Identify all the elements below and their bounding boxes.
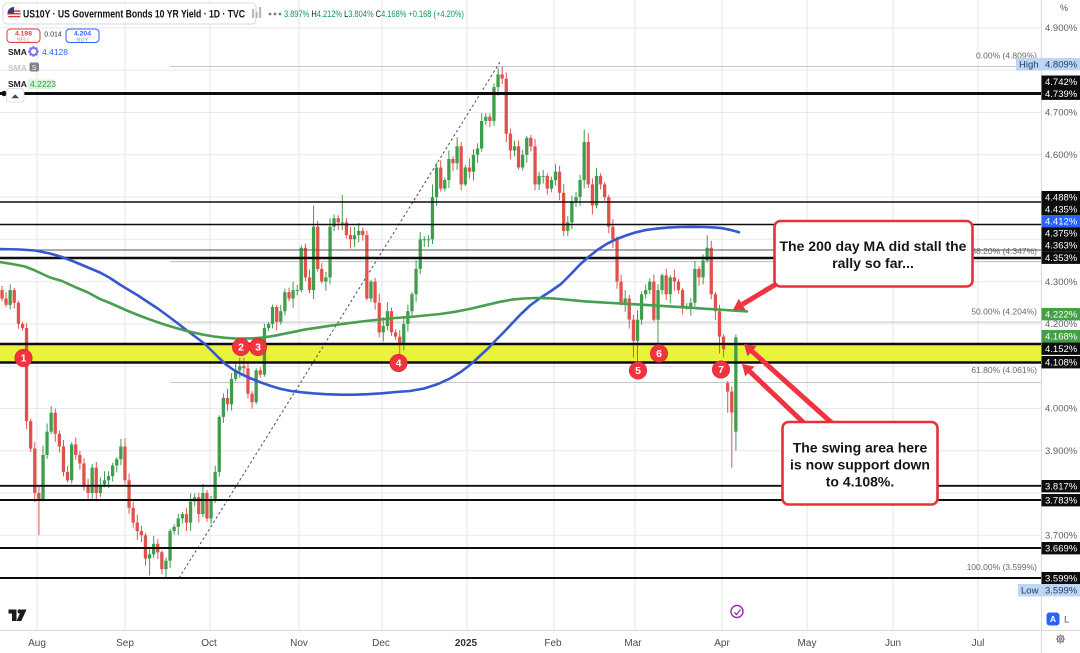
svg-text:SMA: SMA [8, 79, 27, 89]
svg-text:The swing area here: The swing area here [793, 440, 928, 456]
svg-text:to 4.108%.: to 4.108%. [826, 474, 894, 490]
svg-text:4.900%: 4.900% [1045, 23, 1078, 34]
svg-text:4.435%: 4.435% [1045, 204, 1078, 215]
svg-text:4.108%: 4.108% [1045, 357, 1078, 368]
svg-text:4.4128: 4.4128 [42, 47, 68, 57]
svg-text:A: A [1050, 614, 1056, 624]
svg-text:4.739%: 4.739% [1045, 89, 1078, 100]
svg-text:Jun: Jun [885, 638, 901, 649]
svg-text:is now support down: is now support down [790, 457, 930, 473]
svg-text:50.00% (4.204%): 50.00% (4.204%) [971, 307, 1037, 317]
svg-text:1: 1 [21, 353, 27, 365]
svg-text:4.600%: 4.600% [1045, 150, 1078, 161]
svg-text:Nov: Nov [290, 638, 308, 649]
svg-text:4.488%: 4.488% [1045, 192, 1078, 203]
svg-text:High: High [1019, 60, 1039, 71]
svg-text:0.014: 0.014 [44, 32, 62, 39]
svg-text:4.2223: 4.2223 [30, 79, 56, 89]
svg-text:L: L [1064, 615, 1069, 626]
svg-text:5: 5 [635, 365, 641, 377]
svg-text:3.900%: 3.900% [1045, 446, 1078, 457]
svg-text:Mar: Mar [624, 638, 642, 649]
svg-text:4.375%: 4.375% [1045, 228, 1078, 239]
svg-text:May: May [798, 638, 817, 649]
svg-text:100.00% (3.599%): 100.00% (3.599%) [967, 562, 1038, 572]
svg-text:4: 4 [396, 358, 402, 370]
svg-text:4.000%: 4.000% [1045, 404, 1078, 415]
svg-text:3.897% H4.212% L3.804% C4.168%: 3.897% H4.212% L3.804% C4.168% +0.168 (+… [284, 9, 464, 20]
svg-text:SMA: SMA [8, 63, 27, 73]
svg-text:4.353%: 4.353% [1045, 253, 1078, 264]
svg-text:S: S [32, 65, 37, 72]
svg-text:4.204: 4.204 [74, 31, 91, 38]
svg-text:3.700%: 3.700% [1045, 531, 1078, 542]
svg-text:4.363%: 4.363% [1045, 240, 1078, 251]
svg-text:4.222%: 4.222% [1045, 309, 1078, 320]
svg-text:SMA: SMA [8, 47, 27, 57]
svg-text:7: 7 [718, 364, 724, 376]
svg-text:The 200 day MA did stall the: The 200 day MA did stall the [780, 238, 967, 254]
svg-text:3.599%: 3.599% [1045, 585, 1078, 596]
svg-text:4.300%: 4.300% [1045, 277, 1078, 288]
svg-text:4.152%: 4.152% [1045, 344, 1078, 355]
svg-text:3: 3 [255, 342, 261, 354]
svg-text:Apr: Apr [714, 638, 730, 649]
svg-text:4.168%: 4.168% [1045, 331, 1078, 342]
svg-text:2: 2 [238, 342, 244, 354]
svg-text:4.742%: 4.742% [1045, 77, 1078, 88]
svg-text:4.200%: 4.200% [1045, 319, 1078, 330]
svg-text:US10Y · US Government Bonds 10: US10Y · US Government Bonds 10 YR Yield … [23, 9, 245, 21]
svg-text:Low: Low [1021, 586, 1039, 597]
svg-text:SELL: SELL [17, 37, 31, 43]
svg-text:Dec: Dec [372, 638, 390, 649]
svg-text:%: % [1060, 3, 1068, 13]
svg-text:Sep: Sep [116, 638, 134, 649]
svg-text:3.817%: 3.817% [1045, 481, 1078, 492]
svg-text:0.00% (4.809%): 0.00% (4.809%) [976, 51, 1037, 61]
svg-text:3.783%: 3.783% [1045, 495, 1078, 506]
svg-text:Oct: Oct [201, 638, 217, 649]
svg-text:3.599%: 3.599% [1045, 573, 1078, 584]
svg-text:3.669%: 3.669% [1045, 543, 1078, 554]
svg-text:4.412%: 4.412% [1045, 216, 1078, 227]
svg-text:Feb: Feb [544, 638, 562, 649]
svg-text:4.198: 4.198 [15, 31, 32, 38]
svg-text:BUY: BUY [77, 37, 89, 43]
svg-text:2025: 2025 [455, 638, 478, 649]
svg-text:rally so far...: rally so far... [832, 255, 914, 271]
svg-text:4.809%: 4.809% [1045, 59, 1078, 70]
svg-text:61.80% (4.061%): 61.80% (4.061%) [971, 365, 1037, 375]
svg-text:4.700%: 4.700% [1045, 108, 1078, 119]
svg-text:Jul: Jul [972, 638, 985, 649]
svg-text:6: 6 [656, 348, 662, 360]
svg-text:Aug: Aug [28, 638, 46, 649]
svg-text:38.20% (4.347%): 38.20% (4.347%) [971, 246, 1037, 256]
